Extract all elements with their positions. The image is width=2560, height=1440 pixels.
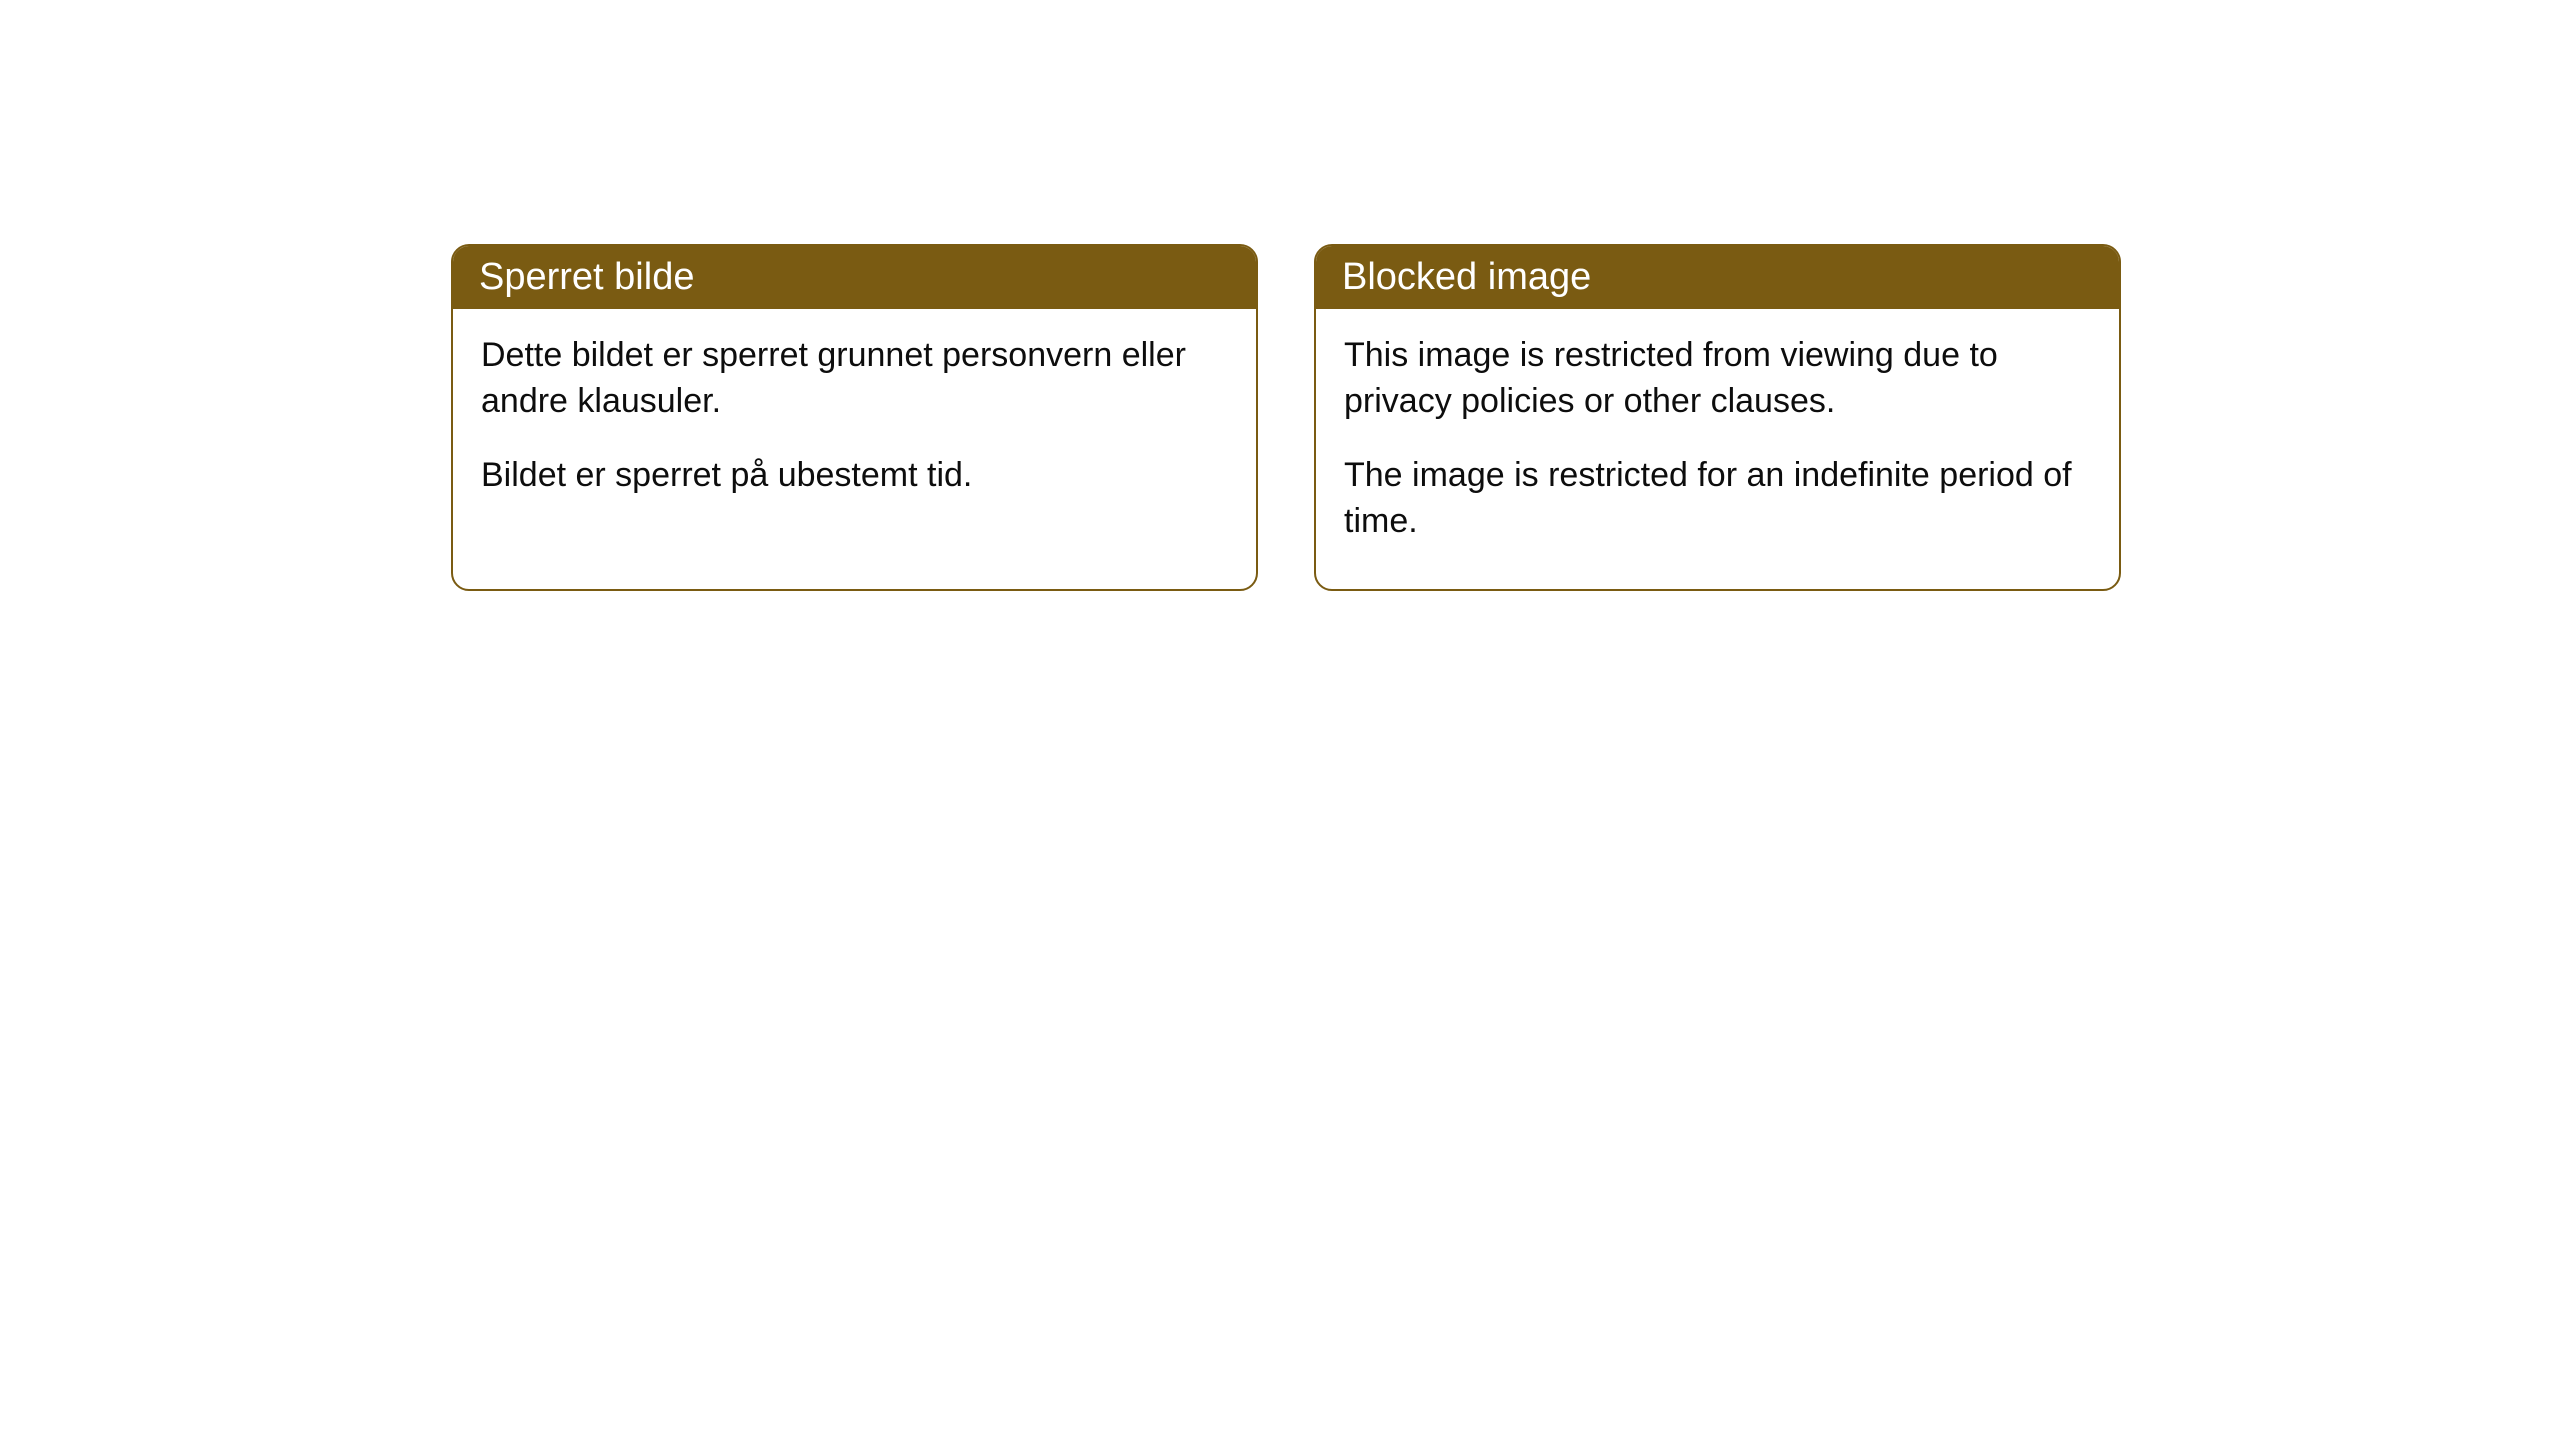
card-header: Blocked image: [1316, 246, 2119, 309]
notice-card-english: Blocked image This image is restricted f…: [1314, 244, 2121, 591]
notice-card-norwegian: Sperret bilde Dette bildet er sperret gr…: [451, 244, 1258, 591]
card-paragraph: This image is restricted from viewing du…: [1344, 333, 2091, 425]
card-paragraph: Bildet er sperret på ubestemt tid.: [481, 453, 1228, 499]
card-title: Blocked image: [1342, 256, 1591, 298]
card-paragraph: Dette bildet er sperret grunnet personve…: [481, 333, 1228, 425]
notice-cards-container: Sperret bilde Dette bildet er sperret gr…: [451, 244, 2121, 591]
card-header: Sperret bilde: [453, 246, 1256, 309]
card-paragraph: The image is restricted for an indefinit…: [1344, 453, 2091, 545]
card-title: Sperret bilde: [479, 256, 694, 298]
card-body: Dette bildet er sperret grunnet personve…: [453, 309, 1256, 543]
card-body: This image is restricted from viewing du…: [1316, 309, 2119, 589]
